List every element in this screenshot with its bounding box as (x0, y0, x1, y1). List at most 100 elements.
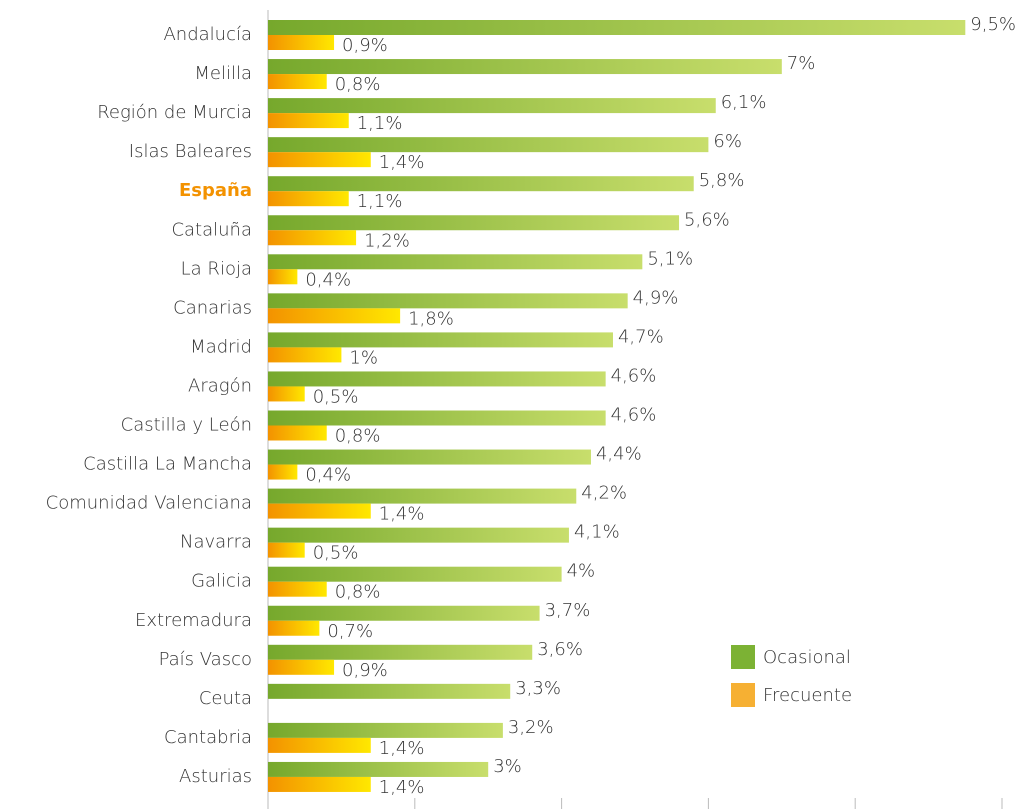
value-label: 3,3% (515, 678, 561, 699)
value-label: 4,6% (611, 365, 657, 386)
value-label: 4,7% (618, 326, 664, 347)
category-label: Navarra (180, 532, 252, 553)
category-label: La Rioja (181, 258, 252, 279)
category-label: Cantabria (164, 727, 252, 748)
bar (268, 566, 562, 582)
bar (268, 98, 716, 114)
value-label: 1,2% (364, 230, 410, 251)
value-label: 5,8% (699, 170, 745, 191)
bar (268, 503, 371, 519)
bar (268, 347, 342, 363)
value-label: 0,8% (335, 74, 381, 95)
bar (268, 332, 613, 348)
value-label: 0,8% (335, 582, 381, 603)
value-label: 5,6% (684, 209, 730, 230)
bar (268, 659, 335, 675)
bar (268, 74, 327, 90)
bar (268, 449, 591, 465)
value-label: 4,1% (574, 522, 620, 543)
value-label: 0,4% (305, 269, 351, 290)
value-label: 1,8% (408, 308, 454, 329)
category-label: Ceuta (199, 688, 252, 709)
legend-swatch (731, 683, 755, 707)
value-label: 1,4% (379, 152, 425, 173)
value-label: 4,6% (611, 405, 657, 426)
category-label: Castilla y León (121, 415, 252, 436)
bar (268, 35, 335, 50)
bar (268, 761, 489, 777)
bar (268, 191, 349, 207)
value-label: 5,1% (647, 248, 693, 269)
value-label: 3,7% (545, 600, 591, 621)
bar (268, 581, 327, 597)
value-label: 4,4% (596, 444, 642, 465)
bar (268, 254, 643, 270)
bar (268, 371, 606, 387)
value-label: 3% (493, 756, 522, 777)
bar (268, 737, 371, 753)
category-label: Canarias (173, 297, 252, 318)
bar (268, 410, 606, 426)
bar (268, 230, 357, 246)
category-label: Islas Baleares (129, 141, 252, 162)
bar (268, 464, 298, 480)
bar (268, 113, 349, 129)
bar (268, 488, 577, 504)
value-label: 1% (349, 347, 378, 368)
value-label: 3,6% (537, 639, 583, 660)
bar (268, 308, 401, 324)
value-label: 0,5% (313, 386, 359, 407)
value-label: 3,2% (508, 717, 554, 738)
value-label: 0,9% (342, 35, 388, 56)
value-label: 0,5% (313, 543, 359, 564)
bar (268, 215, 680, 231)
value-label: 6,1% (721, 92, 767, 113)
value-label: 1,4% (379, 504, 425, 525)
category-label: Castilla La Mancha (83, 454, 252, 475)
bar (268, 620, 320, 636)
bar (268, 386, 305, 402)
value-label: 0,7% (327, 621, 373, 642)
bar (268, 605, 540, 621)
category-label: Extremadura (135, 610, 252, 631)
legend-label: Frecuente (763, 685, 852, 706)
value-label: 1,4% (379, 777, 425, 798)
value-label: 4,9% (633, 287, 679, 308)
value-label: 1,4% (379, 738, 425, 759)
value-label: 1,1% (357, 113, 403, 134)
category-label: España (179, 180, 252, 201)
value-label: 4% (567, 561, 596, 582)
category-label: Melilla (194, 63, 252, 84)
legend-label: Ocasional (763, 647, 851, 668)
category-label: País Vasco (159, 649, 252, 670)
value-label: 9,5% (970, 14, 1016, 35)
bar (268, 776, 371, 792)
value-label: 0,9% (342, 660, 388, 681)
legend-swatch (731, 645, 755, 669)
bar (268, 152, 371, 168)
category-label: Asturias (179, 766, 252, 787)
category-label: Región de Murcia (97, 102, 252, 123)
bar (268, 683, 511, 699)
bar (268, 527, 569, 543)
bar (268, 59, 782, 75)
category-label: Madrid (190, 336, 252, 357)
category-label: Aragón (188, 375, 252, 396)
value-label: 6% (713, 131, 742, 152)
bar (268, 425, 327, 441)
bar (268, 542, 305, 558)
value-label: 0,4% (305, 465, 351, 486)
bar (268, 137, 709, 153)
bar (268, 269, 298, 285)
bar (268, 176, 694, 192)
category-label: Cataluña (171, 219, 252, 240)
category-label: Galicia (191, 571, 252, 592)
bar (268, 722, 503, 738)
bar (268, 644, 533, 660)
value-label: 1,1% (357, 191, 403, 212)
category-label: Comunidad Valenciana (46, 493, 252, 514)
category-label: Andalucía (163, 24, 252, 45)
bar (268, 293, 628, 309)
value-label: 0,8% (335, 426, 381, 447)
